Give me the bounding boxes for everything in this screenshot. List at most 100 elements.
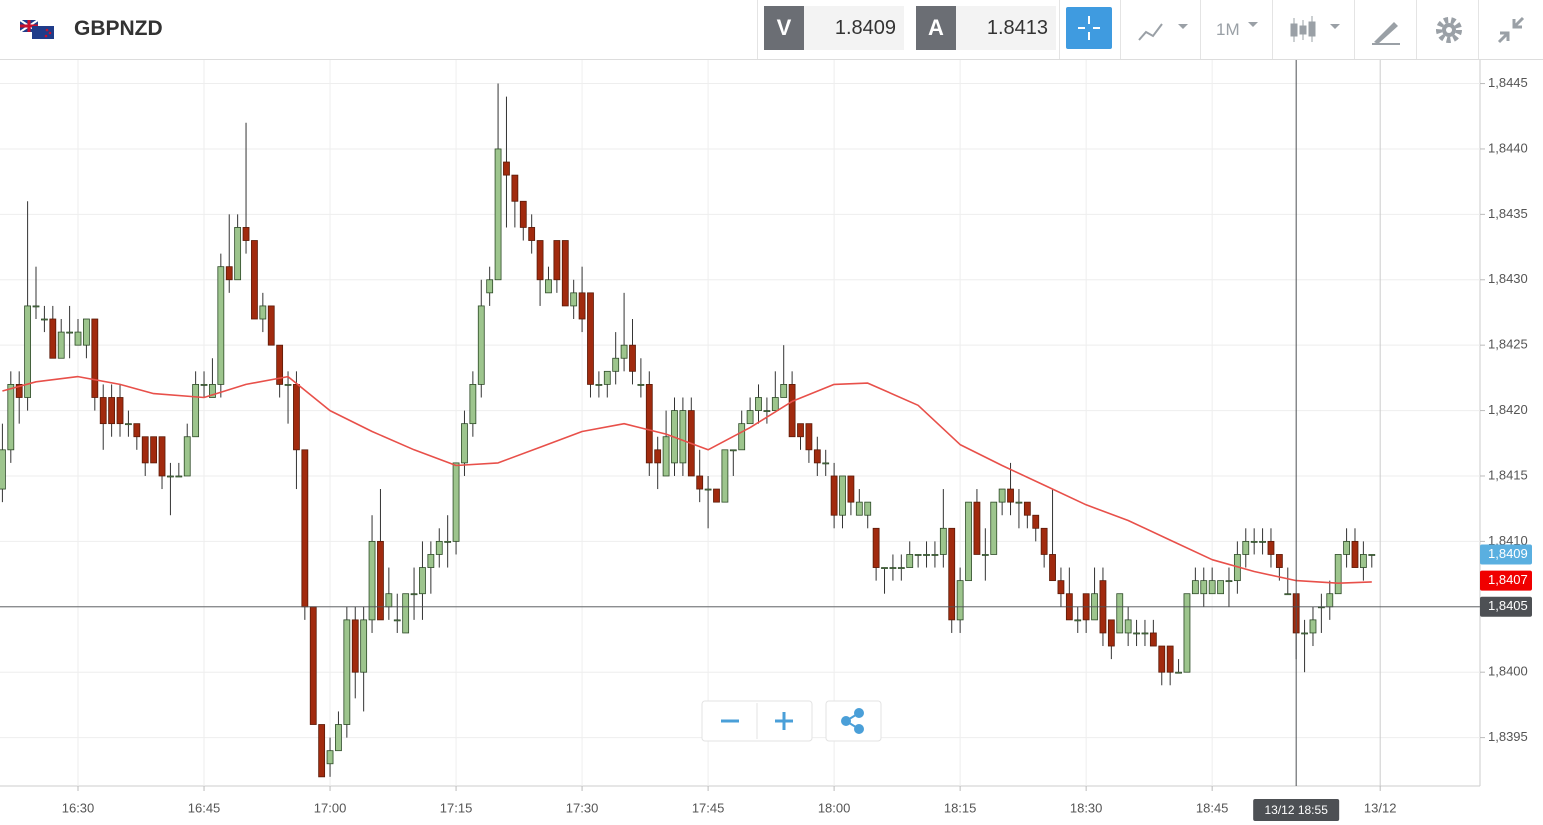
candle-body — [679, 410, 687, 464]
candle-body — [167, 475, 174, 478]
candle-body — [125, 423, 132, 426]
candle-body — [587, 292, 594, 385]
candle-body — [721, 449, 729, 503]
x-tick-label: 18:00 — [818, 800, 851, 815]
candle-body — [419, 567, 426, 595]
candle-body — [881, 567, 888, 569]
candle-body — [1175, 671, 1182, 674]
settings-button[interactable] — [1434, 15, 1464, 45]
draw-tool-button[interactable] — [1370, 16, 1402, 46]
candle-body — [746, 410, 754, 425]
candle-body — [536, 240, 544, 281]
sell-price[interactable]: 1.8409 — [804, 6, 904, 50]
x-tick-label: 13/12 — [1364, 800, 1397, 815]
candle-body — [32, 305, 40, 308]
candle-style-button[interactable] — [1288, 14, 1346, 46]
separator — [1272, 0, 1273, 59]
y-tick-label: 1,8445 — [1488, 75, 1528, 90]
candle-body — [326, 750, 334, 765]
candle-body — [435, 540, 443, 555]
candle-body — [141, 436, 149, 464]
y-tick-label: 1,8410 — [1488, 533, 1528, 548]
candle-body — [813, 449, 821, 464]
candle-body — [368, 540, 376, 621]
candle-body — [923, 554, 930, 556]
candle-body — [477, 305, 485, 385]
candle-body — [1049, 554, 1056, 582]
candle-body — [377, 540, 384, 621]
candle-body — [519, 200, 527, 228]
candle-body — [1343, 540, 1350, 555]
share-icon — [841, 708, 864, 734]
separator — [1059, 0, 1060, 59]
candle-body — [1368, 554, 1376, 556]
chart-type-button[interactable] — [1136, 16, 1194, 44]
y-tick-label: 1,8400 — [1488, 664, 1528, 679]
collapse-button[interactable] — [1496, 15, 1526, 45]
candle-body — [242, 227, 250, 241]
candle-body — [981, 554, 989, 556]
candle-body — [108, 397, 116, 425]
candle-body — [133, 423, 141, 438]
candle-body — [771, 397, 779, 411]
candle-body — [620, 344, 628, 359]
candle-body — [990, 501, 998, 555]
symbol: GBPNZD — [74, 17, 163, 40]
candle-body — [200, 384, 208, 386]
toolbar: GBPNZD V 1.8409 A 1.8413 1M — [0, 0, 1543, 60]
crosshair-button[interactable] — [1066, 7, 1112, 49]
candle-body — [15, 384, 23, 398]
share-button[interactable] — [825, 700, 882, 742]
candle-body — [158, 436, 166, 477]
candle-body — [1217, 580, 1224, 595]
sell-label[interactable]: V — [764, 6, 804, 50]
candle-body — [1259, 540, 1266, 543]
buy-price[interactable]: 1.8413 — [956, 6, 1056, 50]
candle-body — [855, 501, 863, 516]
candle-body — [763, 410, 771, 412]
candle-body — [528, 227, 536, 241]
crosshair-x-label-bg — [1253, 799, 1340, 821]
candle-body — [452, 462, 460, 542]
moving-average — [2, 375, 1372, 584]
candle-body — [780, 384, 788, 398]
timeframe-button[interactable]: 1M — [1216, 20, 1240, 39]
candle-body — [1309, 619, 1317, 634]
candle-body — [1141, 632, 1149, 635]
candle-body — [1107, 619, 1115, 647]
candle-body — [1149, 632, 1157, 647]
candle-body — [1267, 540, 1275, 555]
crosshair-icon — [1078, 16, 1100, 40]
candle-body — [872, 527, 880, 568]
candle-body — [41, 318, 48, 321]
candle-body — [1133, 632, 1140, 635]
candle-body — [973, 501, 981, 555]
candle-body — [797, 423, 804, 438]
candle-body — [1074, 619, 1082, 622]
separator — [1200, 0, 1201, 59]
candle-body — [318, 724, 326, 778]
candle-body — [578, 292, 586, 320]
zoom-controls — [701, 700, 882, 742]
candle-body — [276, 344, 284, 385]
candle-body — [1334, 554, 1342, 595]
candle-body — [1116, 593, 1124, 634]
candle-body — [1359, 554, 1367, 568]
candle-body — [0, 449, 6, 490]
candle-body — [335, 724, 342, 752]
candle-body — [755, 397, 762, 411]
candle-body — [267, 305, 275, 346]
candle-body — [738, 423, 746, 451]
candle-body — [150, 436, 158, 464]
candle-body — [561, 240, 569, 307]
candle-body — [410, 593, 418, 596]
separator — [1478, 0, 1479, 59]
candle-body — [696, 475, 704, 490]
candle-body — [704, 488, 712, 491]
buy-label[interactable]: A — [916, 6, 956, 50]
candle-body — [595, 384, 603, 386]
candle-body — [1166, 645, 1174, 673]
candle-body — [402, 593, 410, 634]
candle-body — [931, 554, 939, 556]
candle-body — [1225, 580, 1233, 583]
